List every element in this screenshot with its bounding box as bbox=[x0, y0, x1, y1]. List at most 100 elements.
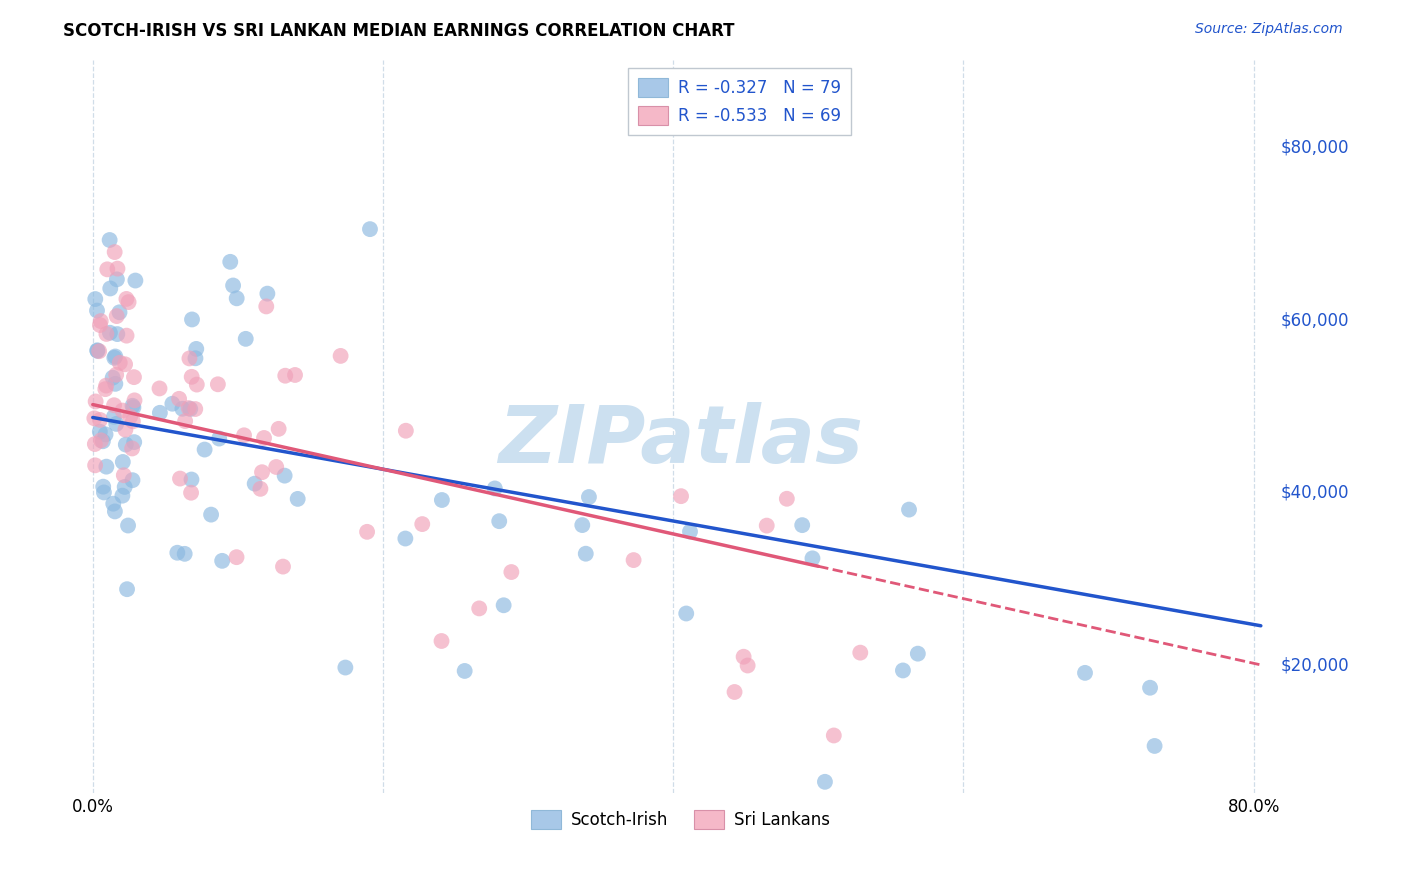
Point bbox=[117, 295, 139, 310]
Point bbox=[430, 493, 453, 508]
Point bbox=[103, 409, 125, 424]
Point bbox=[122, 401, 145, 415]
Point bbox=[235, 332, 257, 346]
Point bbox=[898, 502, 921, 516]
Point bbox=[115, 292, 138, 306]
Point bbox=[208, 432, 231, 446]
Point bbox=[90, 314, 112, 328]
Point bbox=[792, 518, 814, 533]
Point bbox=[233, 428, 256, 442]
Point bbox=[207, 377, 229, 392]
Point bbox=[84, 292, 107, 306]
Point bbox=[907, 647, 929, 661]
Point bbox=[83, 411, 105, 425]
Point bbox=[166, 546, 188, 560]
Point bbox=[1143, 739, 1166, 753]
Point bbox=[111, 403, 134, 417]
Point bbox=[103, 351, 125, 365]
Point bbox=[801, 551, 824, 566]
Point bbox=[359, 222, 381, 236]
Point bbox=[122, 414, 145, 428]
Point bbox=[86, 303, 108, 318]
Point bbox=[98, 281, 121, 295]
Point bbox=[104, 245, 127, 260]
Point bbox=[179, 401, 201, 416]
Point bbox=[101, 370, 124, 384]
Point bbox=[1074, 665, 1097, 680]
Point bbox=[394, 532, 416, 546]
Point bbox=[243, 476, 266, 491]
Point bbox=[468, 601, 491, 615]
Point bbox=[108, 356, 131, 370]
Point bbox=[180, 473, 202, 487]
Point bbox=[492, 599, 515, 613]
Point bbox=[111, 455, 134, 469]
Point bbox=[267, 422, 290, 436]
Point bbox=[124, 393, 146, 408]
Point bbox=[103, 497, 125, 511]
Point bbox=[90, 434, 112, 448]
Point bbox=[84, 458, 107, 473]
Point bbox=[89, 344, 111, 359]
Point bbox=[200, 508, 222, 522]
Point bbox=[256, 286, 278, 301]
Point bbox=[96, 459, 118, 474]
Point bbox=[177, 401, 200, 415]
Point bbox=[222, 278, 245, 293]
Point bbox=[194, 442, 217, 457]
Point bbox=[105, 272, 128, 286]
Point bbox=[180, 369, 202, 384]
Point bbox=[122, 435, 145, 450]
Point bbox=[733, 649, 755, 664]
Point bbox=[180, 485, 202, 500]
Point bbox=[162, 397, 184, 411]
Point bbox=[167, 392, 190, 406]
Point bbox=[105, 327, 128, 342]
Point bbox=[115, 328, 138, 343]
Point bbox=[89, 413, 111, 427]
Point bbox=[179, 351, 201, 366]
Point bbox=[111, 489, 134, 503]
Point bbox=[253, 431, 276, 445]
Point bbox=[84, 394, 107, 409]
Point bbox=[104, 350, 127, 364]
Point bbox=[356, 524, 378, 539]
Point bbox=[94, 427, 117, 442]
Point bbox=[105, 309, 128, 323]
Point bbox=[501, 565, 523, 579]
Point bbox=[186, 377, 208, 392]
Point bbox=[411, 517, 433, 532]
Point bbox=[335, 660, 357, 674]
Point bbox=[225, 550, 247, 565]
Text: SCOTCH-IRISH VS SRI LANKAN MEDIAN EARNINGS CORRELATION CHART: SCOTCH-IRISH VS SRI LANKAN MEDIAN EARNIN… bbox=[63, 22, 735, 40]
Point bbox=[115, 582, 138, 597]
Point bbox=[814, 774, 837, 789]
Point bbox=[83, 437, 105, 451]
Point bbox=[89, 425, 111, 439]
Point bbox=[274, 368, 297, 383]
Point bbox=[575, 547, 598, 561]
Point bbox=[571, 518, 593, 533]
Point bbox=[173, 547, 195, 561]
Point bbox=[273, 468, 295, 483]
Point bbox=[287, 491, 309, 506]
Point bbox=[453, 664, 475, 678]
Point bbox=[1139, 681, 1161, 695]
Point bbox=[89, 318, 111, 332]
Point bbox=[117, 518, 139, 533]
Text: Source: ZipAtlas.com: Source: ZipAtlas.com bbox=[1195, 22, 1343, 37]
Point bbox=[723, 685, 745, 699]
Point bbox=[737, 658, 759, 673]
Point bbox=[776, 491, 799, 506]
Point bbox=[271, 559, 294, 574]
Legend: Scotch-Irish, Sri Lankans: Scotch-Irish, Sri Lankans bbox=[524, 803, 837, 836]
Point bbox=[395, 424, 418, 438]
Point bbox=[96, 326, 118, 341]
Point bbox=[91, 480, 114, 494]
Point bbox=[107, 261, 129, 276]
Point bbox=[114, 437, 136, 451]
Point bbox=[104, 504, 127, 518]
Point bbox=[250, 465, 273, 479]
Point bbox=[169, 472, 191, 486]
Point bbox=[264, 460, 287, 475]
